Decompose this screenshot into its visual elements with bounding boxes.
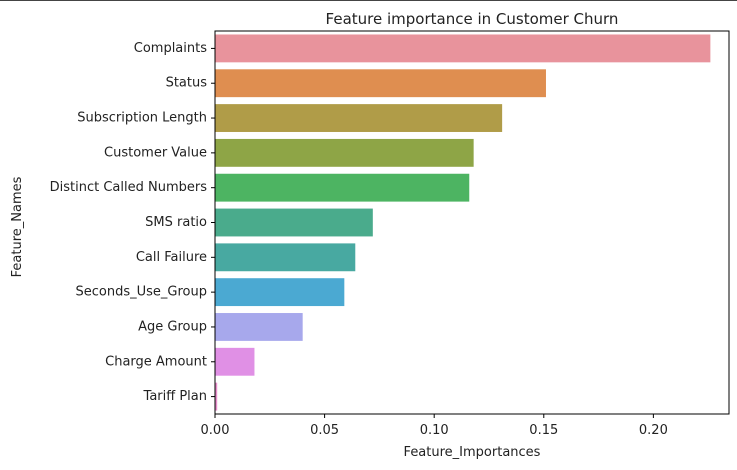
bars-group [215, 34, 711, 411]
y-tick-label: Age Group [138, 319, 207, 334]
bar-tariff-plan [215, 382, 218, 411]
y-tick-label: Subscription Length [77, 111, 207, 126]
y-tick-label: Distinct Called Numbers [50, 180, 208, 195]
x-tick-label: 0.15 [529, 423, 558, 438]
bar-customer-value [215, 138, 474, 167]
chart-title: Feature importance in Customer Churn [326, 10, 619, 28]
bar-status [215, 69, 546, 98]
bar-sms-ratio [215, 208, 373, 237]
bar-call-failure [215, 243, 356, 272]
y-axis-label: Feature_Names [10, 176, 25, 277]
bar-seconds-use-group [215, 278, 345, 307]
y-tick-label: Seconds_Use_Group [76, 285, 207, 300]
y-tick-label: Customer Value [104, 145, 207, 160]
x-tick-label: 0.00 [201, 423, 230, 438]
x-tick-label: 0.10 [420, 423, 449, 438]
y-axis-ticks: Complaints Status Subscription Length Custo… [50, 41, 215, 404]
x-tick-label: 0.20 [639, 423, 668, 438]
bar-age-group [215, 313, 303, 341]
bar-charge-amount [215, 347, 255, 376]
top-border-line [0, 0, 737, 1]
y-tick-label: Complaints [134, 41, 207, 56]
y-tick-label: Tariff Plan [143, 389, 207, 404]
y-tick-label: Status [166, 76, 208, 91]
y-tick-label: Charge Amount [105, 354, 207, 369]
x-tick-label: 0.05 [310, 423, 339, 438]
plot-frame [214, 30, 730, 415]
x-axis-ticks: 0.00 0.05 0.10 0.15 0.20 [201, 414, 668, 438]
bar-complaints [215, 34, 711, 63]
y-tick-label: Call Failure [136, 250, 207, 265]
bar-subscription-length [215, 104, 503, 132]
x-axis-label: Feature_Importances [404, 445, 541, 460]
bar-distinct-called-numbers [215, 173, 470, 202]
y-tick-label: SMS ratio [145, 215, 207, 230]
